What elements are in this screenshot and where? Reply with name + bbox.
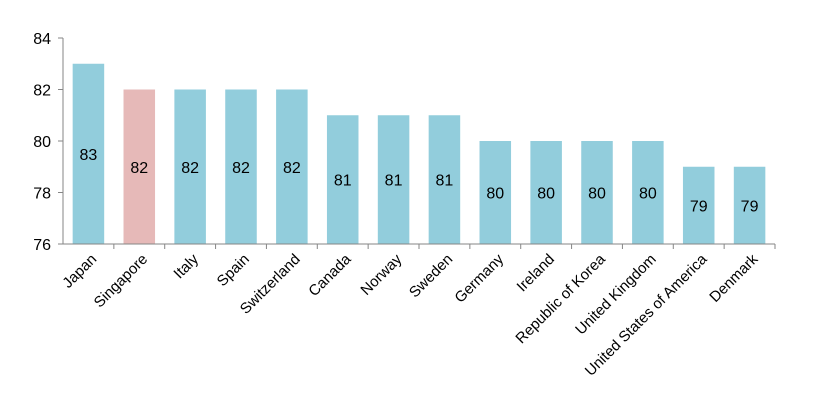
bar-japan bbox=[72, 63, 105, 244]
data-label: 79 bbox=[741, 198, 759, 215]
x-tick-label: Spain bbox=[214, 251, 253, 290]
bar-denmark bbox=[733, 166, 766, 244]
x-tick-label: Norway bbox=[357, 250, 405, 298]
bar-switzerland bbox=[276, 89, 308, 244]
x-tick-label: Singapore bbox=[91, 251, 151, 311]
bar-ireland bbox=[530, 141, 562, 244]
x-tick-label: Ireland bbox=[514, 251, 558, 295]
bar-canada bbox=[326, 115, 359, 244]
y-tick-label: 76 bbox=[33, 237, 51, 254]
data-label: 82 bbox=[130, 160, 148, 177]
data-label: 82 bbox=[232, 160, 250, 177]
data-label: 81 bbox=[334, 173, 352, 190]
y-tick-label: 84 bbox=[33, 31, 51, 48]
bars-group bbox=[72, 63, 766, 244]
bar-republic-of-korea bbox=[581, 141, 613, 244]
bar-singapore bbox=[123, 89, 156, 244]
data-label: 80 bbox=[588, 186, 606, 203]
data-label: 82 bbox=[181, 160, 199, 177]
data-label: 80 bbox=[537, 186, 555, 203]
y-tick-label: 78 bbox=[33, 186, 51, 203]
data-label: 80 bbox=[486, 186, 504, 203]
x-tick-label: Canada bbox=[305, 250, 355, 300]
x-tick-label: Denmark bbox=[706, 250, 761, 305]
x-tick-label: Sweden bbox=[406, 251, 456, 301]
x-tick-label: Italy bbox=[170, 250, 202, 282]
bar-spain bbox=[225, 89, 257, 244]
y-tick-label: 80 bbox=[33, 134, 51, 151]
bar-norway bbox=[377, 115, 410, 244]
data-label: 82 bbox=[283, 160, 301, 177]
y-ticks-group: 76 78 80 82 84 bbox=[33, 31, 63, 254]
data-labels-group: 83 82 82 82 82 81 81 81 80 80 80 80 79 79 bbox=[80, 147, 759, 216]
x-tick-label: Germany bbox=[451, 250, 507, 306]
bar-italy bbox=[174, 89, 206, 244]
data-label: 81 bbox=[385, 173, 403, 190]
data-label: 83 bbox=[80, 147, 98, 164]
x-tick-label: Republic of Korea bbox=[512, 250, 609, 347]
data-label: 79 bbox=[690, 198, 708, 215]
data-label: 81 bbox=[436, 173, 454, 190]
bar-united-kingdom bbox=[632, 141, 664, 244]
bar-united-states-of-america bbox=[682, 166, 715, 244]
x-tick-label: Japan bbox=[59, 251, 100, 292]
y-tick-label: 82 bbox=[33, 83, 51, 100]
data-label: 80 bbox=[639, 186, 657, 203]
bar-sweden bbox=[428, 115, 461, 244]
bar-germany bbox=[479, 141, 512, 244]
